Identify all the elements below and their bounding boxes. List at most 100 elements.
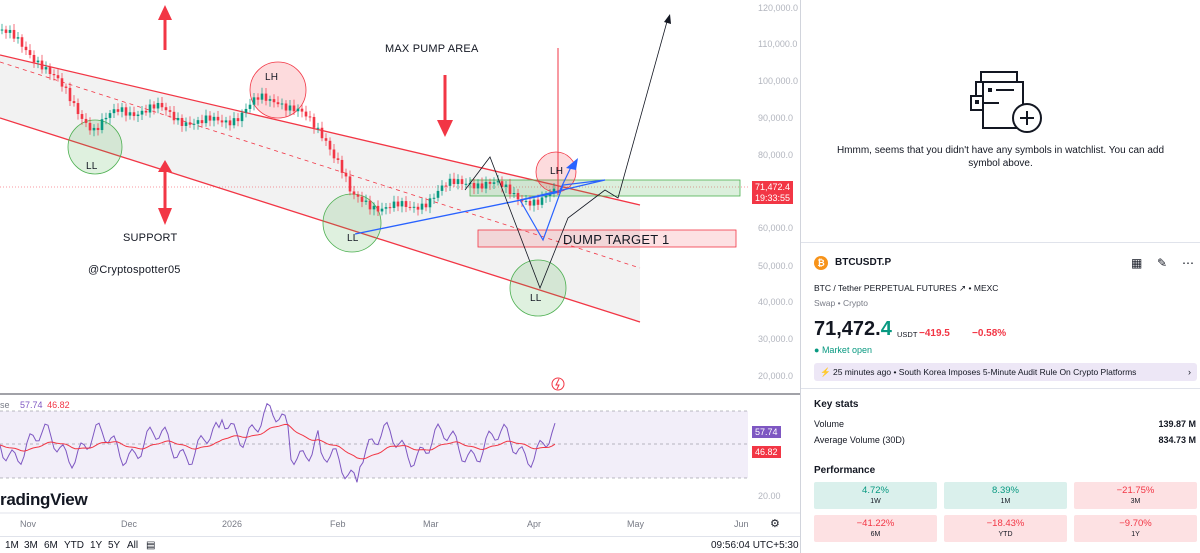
range-5y-button[interactable]: 5Y [108,540,121,551]
candle-body [56,75,60,79]
price-tick: 50,000.0 [758,261,794,271]
max-pump-label: MAX PUMP AREA [385,43,479,55]
candles [0,23,556,217]
candle-body [296,108,300,112]
price-tick: 110,000.0 [758,39,798,49]
candle-body [152,104,156,109]
range-all-button[interactable]: All [127,540,139,551]
blue-arrow-head [566,158,578,170]
candle-body [392,201,396,209]
candle-body [252,97,256,105]
performance-value: 4.72% [862,485,889,496]
candle-body [48,67,52,75]
market-status: ● Market open [814,345,872,355]
lightning-icon[interactable] [551,377,565,391]
news-time: 25 minutes ago [832,367,892,377]
candle-body [164,107,168,111]
candle-body [240,112,244,122]
candle-body [88,122,92,131]
candle-body [540,197,544,205]
stat-volume-label: Volume [814,419,845,429]
layout-icon[interactable]: ▦ [1131,256,1143,270]
performance-period: 1Y [1131,531,1140,538]
candle-body [64,86,68,88]
candle-body [40,60,44,70]
performance-cell-6m[interactable]: −41.22% 6M [814,515,937,542]
candle-body [60,78,64,87]
candle-body [472,182,476,189]
performance-cell-ytd[interactable]: −18.43% YTD [944,515,1067,542]
candle-body [456,179,460,184]
rsi-axis-tick: 20.00 [758,491,781,501]
performance-cell-1y[interactable]: −9.70% 1Y [1074,515,1197,542]
candle-body [184,122,188,126]
price-chart[interactable] [0,0,800,553]
candle-body [196,120,200,124]
candle-body [200,120,204,124]
candle-body [400,201,404,207]
candle-body [368,200,372,210]
empty-watchlist-icon [970,71,1042,133]
range-ytd-button[interactable]: YTD [64,540,84,551]
edit-icon[interactable]: ✎ [1157,256,1168,270]
more-icon[interactable]: ⋯ [1182,256,1194,270]
candle-body [140,110,144,115]
range-3m-button[interactable]: 3M [24,540,38,551]
candle-body [504,184,508,188]
gear-icon[interactable]: ⚙ [770,518,780,530]
up-arrow-head [158,5,172,20]
range-1m-button[interactable]: 1M [5,540,19,551]
range-6m-button[interactable]: 6M [44,540,58,551]
calendar-icon[interactable]: ▤ [146,540,156,551]
candle-body [320,127,324,139]
range-1y-button[interactable]: 1Y [90,540,103,551]
candle-body [180,117,184,126]
candle-body [304,111,308,117]
symbol-description: BTC / Tether PERPETUAL FUTURES ↗ • MEXC [814,283,998,294]
performance-cell-1m[interactable]: 8.39% 1M [944,482,1067,509]
performance-period: 1M [1000,498,1011,505]
candle-body [412,206,416,208]
clock[interactable]: 09:56:04 UTC+5:30 [711,540,799,551]
candle-body [120,107,124,112]
candle-body [528,200,532,206]
candle-body [372,205,376,210]
channel-fill [0,55,640,322]
performance-cell-3m[interactable]: −21.75% 3M [1074,482,1197,509]
news-headline-bar[interactable]: ⚡ 25 minutes ago • South Korea Imposes 5… [814,363,1197,381]
candle-body [440,185,444,191]
price-change-percent: −0.58% [972,328,1007,339]
rsi-legend-ma: 46.82 [47,400,70,410]
chevron-right-icon: › [1188,367,1191,377]
candle-body [204,115,208,124]
candle-body [104,117,108,120]
price-tick: 80,000.0 [758,150,794,160]
ll-label-2: LL [347,233,359,244]
candle-body [356,194,360,197]
watchlist-divider[interactable] [801,242,1200,243]
panel-divider[interactable] [800,0,801,553]
candle-body [492,182,496,184]
external-link-icon[interactable]: ↗ • [959,283,974,293]
candle-body [76,103,80,115]
candle-body [132,112,136,117]
candle-body [396,201,400,207]
candle-body [284,103,288,111]
candle-body [116,109,120,112]
rsi-legend-prefix: se [0,400,10,410]
chart-pane[interactable]: 120,000.0 110,000.0 100,000.0 90,000.0 8… [0,0,800,553]
performance-cell-1w[interactable]: 4.72% 1W [814,482,937,509]
time-tick: 2026 [222,519,243,529]
candle-body [8,29,12,33]
candle-body [352,191,356,195]
candle-body [72,101,76,104]
lh-label-1: LH [265,72,279,83]
candle-body [308,116,312,118]
time-tick: Nov [20,519,37,529]
black-projection [464,17,669,290]
candle-body [68,87,72,102]
candle-body [496,181,500,183]
candle-body [420,203,424,210]
rsi-legend[interactable]: se 57.74 46.82 [0,400,70,410]
tradingview-logo: radingView [0,490,88,509]
